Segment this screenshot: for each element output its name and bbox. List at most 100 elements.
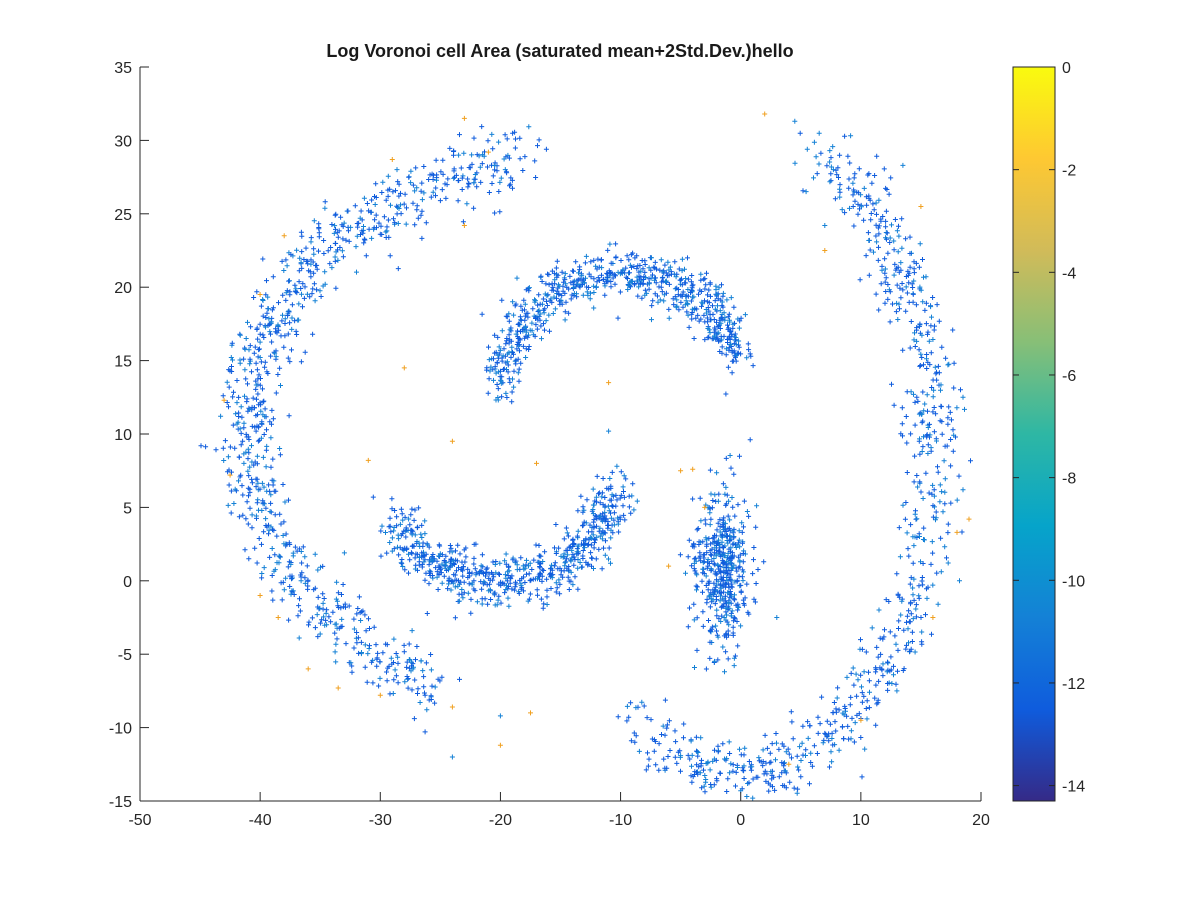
data-point — [546, 282, 552, 288]
data-point — [302, 575, 308, 581]
data-point — [870, 201, 876, 207]
data-point — [456, 578, 461, 584]
data-point — [623, 265, 629, 271]
data-point — [308, 274, 314, 280]
data-point — [491, 574, 497, 580]
data-point — [836, 175, 841, 180]
data-point — [723, 484, 729, 490]
data-point — [701, 559, 707, 565]
data-point — [705, 587, 711, 593]
data-point-sparse — [762, 111, 768, 117]
data-point — [700, 539, 706, 545]
data-point — [512, 587, 518, 593]
data-point — [711, 550, 717, 556]
data-point — [832, 196, 838, 202]
data-point — [333, 285, 339, 291]
data-point — [807, 781, 812, 787]
data-point — [414, 551, 420, 557]
data-point — [378, 223, 384, 229]
data-point — [764, 771, 770, 777]
data-point — [226, 367, 232, 373]
data-point — [376, 220, 382, 226]
data-point — [524, 571, 529, 577]
data-point — [722, 669, 727, 675]
data-point — [509, 399, 515, 405]
data-point — [707, 627, 713, 633]
data-point — [460, 173, 466, 179]
data-point — [321, 614, 327, 620]
data-point — [739, 529, 745, 535]
data-point — [340, 582, 346, 587]
data-point — [334, 636, 340, 642]
data-point — [809, 763, 815, 769]
data-point — [373, 181, 379, 187]
data-point — [333, 641, 339, 647]
data-point — [667, 264, 673, 270]
data-point — [416, 555, 422, 560]
data-point — [716, 285, 722, 291]
data-point — [398, 190, 403, 196]
data-point — [317, 288, 323, 294]
data-point — [663, 278, 669, 284]
data-point — [760, 747, 766, 753]
data-point — [602, 292, 608, 298]
data-point — [538, 571, 544, 577]
data-point — [513, 579, 518, 585]
data-point — [502, 132, 508, 138]
data-point — [270, 305, 276, 311]
data-point — [320, 600, 326, 606]
data-point — [407, 557, 413, 563]
data-point — [377, 659, 383, 665]
data-point — [410, 543, 416, 549]
data-point — [727, 319, 733, 325]
data-point — [454, 568, 459, 574]
data-point — [406, 641, 412, 647]
data-point — [887, 629, 893, 635]
data-point — [449, 549, 455, 555]
data-point — [674, 271, 680, 277]
data-point — [649, 317, 654, 323]
data-point — [321, 251, 327, 256]
data-point — [724, 634, 730, 640]
data-point — [420, 668, 426, 674]
data-point — [356, 220, 362, 226]
data-point — [862, 746, 868, 752]
data-point — [896, 223, 901, 229]
data-point — [400, 546, 406, 552]
data-point — [928, 304, 934, 310]
data-point — [699, 757, 704, 763]
data-point — [511, 351, 516, 357]
data-point — [373, 642, 379, 648]
data-point — [717, 338, 723, 344]
data-point — [698, 558, 704, 564]
data-point — [648, 717, 654, 723]
data-point — [566, 286, 572, 292]
data-point — [294, 290, 300, 296]
data-point — [874, 153, 880, 159]
data-point — [251, 295, 257, 300]
data-point — [712, 658, 717, 664]
data-point — [912, 649, 918, 655]
data-point — [617, 289, 623, 295]
data-point — [393, 651, 399, 656]
data-point — [683, 570, 688, 576]
data-point — [913, 614, 919, 620]
data-point — [670, 296, 676, 302]
data-point — [558, 553, 564, 559]
data-point — [310, 331, 316, 337]
data-point — [437, 543, 443, 549]
data-point — [460, 595, 466, 601]
data-point — [717, 770, 723, 776]
data-point — [633, 733, 639, 739]
data-point — [680, 291, 686, 297]
data-point — [883, 224, 889, 230]
data-point — [504, 578, 510, 584]
data-point — [863, 706, 869, 711]
data-point — [917, 241, 923, 247]
data-point — [267, 419, 273, 425]
data-point — [461, 150, 467, 156]
data-point — [389, 506, 395, 512]
data-point — [439, 580, 445, 586]
data-point — [676, 266, 682, 272]
data-point — [379, 232, 385, 237]
